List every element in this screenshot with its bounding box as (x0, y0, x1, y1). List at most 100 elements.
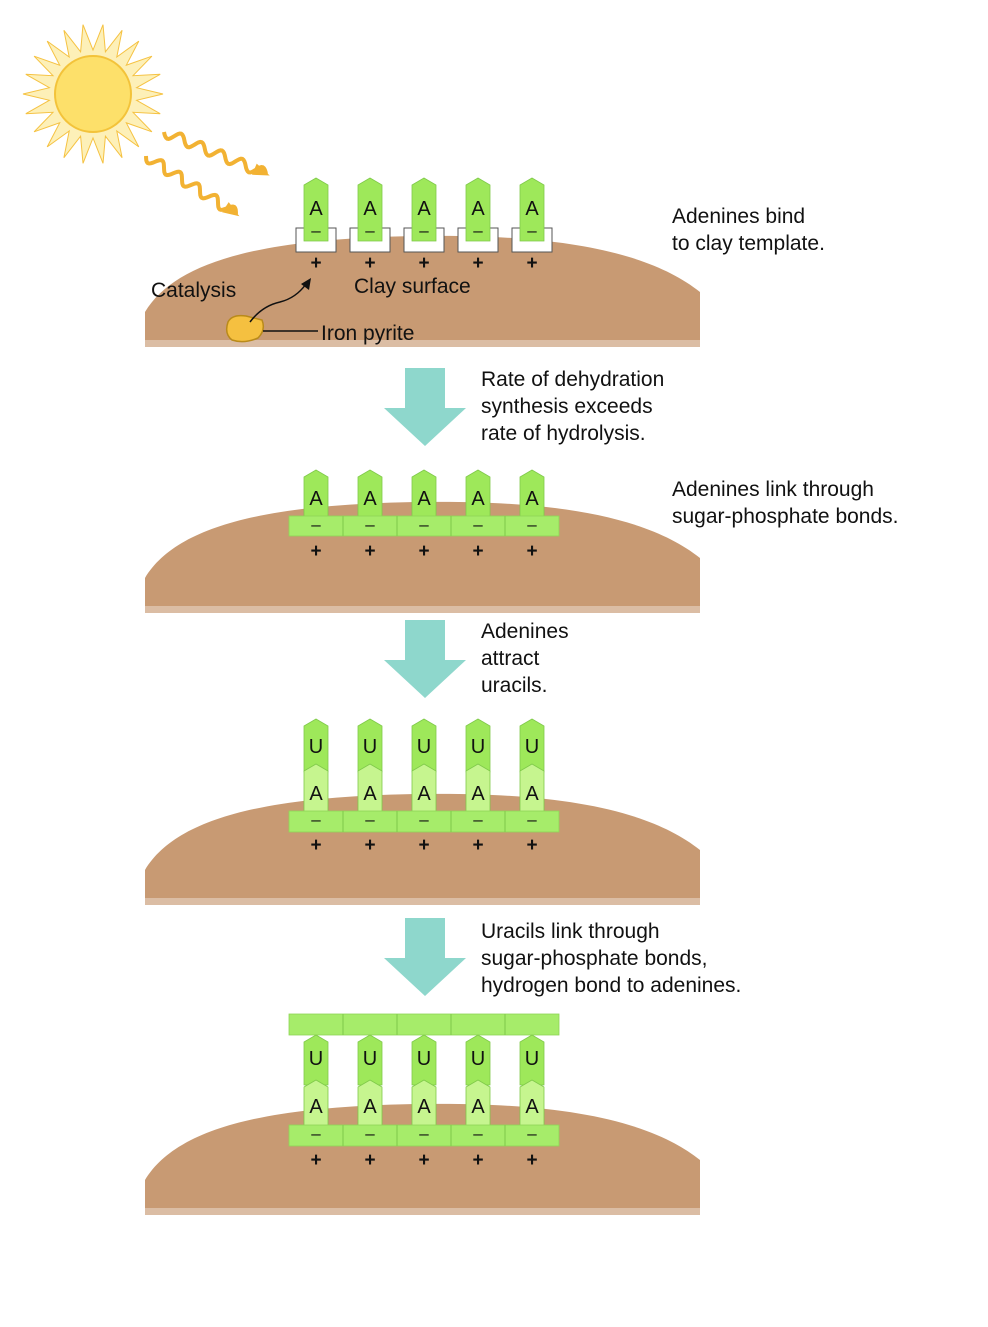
sugar-phosphate-backbone (288, 1124, 560, 1147)
plus-charge: + (418, 253, 429, 274)
adenine-letter: A (309, 1096, 323, 1118)
iron-pyrite-label: Iron pyrite (321, 322, 415, 345)
uracil-letter: U (363, 736, 377, 758)
plus-charge: + (472, 835, 483, 856)
uracil-nucleotide (465, 1034, 491, 1086)
uracil-nucleotide (357, 718, 383, 773)
adenine-letter: A (309, 198, 323, 220)
plus-charge: + (364, 541, 375, 562)
uracil-nucleotide (465, 718, 491, 773)
caption-line: synthesis exceeds (481, 395, 653, 418)
stages-layer: A A A A A–+–+–+–+–+A A A A A–+–+–+–+–+UAUAUAUAUA… (143, 177, 703, 1218)
minus-charge: – (419, 221, 429, 240)
caption-line: Adenines bind (672, 205, 806, 228)
adenine-nucleotide (303, 177, 329, 242)
adenine-letter: A (525, 488, 539, 510)
adenine-nucleotide (519, 177, 545, 242)
caption-line: hydrogen bond to adenines. (481, 974, 742, 997)
uracil-letter: U (363, 1048, 377, 1070)
transition-1-caption: Rate of dehydration synthesis exceeds ra… (481, 366, 664, 447)
sugar-phosphate-backbone (288, 1013, 560, 1036)
minus-charge: – (527, 1124, 537, 1143)
adenine-letter: A (525, 198, 539, 220)
transition-arrow-1 (384, 368, 466, 446)
caption-line: rate of hydrolysis. (481, 422, 646, 445)
uracil-nucleotide (519, 1034, 545, 1086)
adenine-letter: A (417, 198, 431, 220)
iron-pyrite-shape (225, 314, 265, 343)
adenine-letter: A (417, 1096, 431, 1118)
stage-1-caption: Adenines bind to clay template. (672, 203, 825, 257)
minus-charge: – (419, 1124, 429, 1143)
adenine-letter: A (363, 198, 377, 220)
pyrite-group (225, 278, 318, 343)
stage-3: U A U A U A U A U A – + – + – + – + – + (143, 718, 703, 908)
minus-charge: – (527, 515, 537, 534)
minus-charge: – (527, 810, 537, 829)
adenine-nucleotide (465, 763, 491, 816)
adenine-letter: A (363, 1096, 377, 1118)
catalysis-arrow (249, 283, 307, 323)
clay-mound (145, 1103, 700, 1215)
clay-mound (145, 235, 700, 347)
adenine-nucleotide (303, 469, 329, 521)
stage-4: U A U A U A U A U A – + – + – + – + – + (143, 1013, 703, 1218)
uracil-nucleotide (411, 718, 437, 773)
adenine-letter: A (363, 488, 377, 510)
minus-charge: – (473, 810, 483, 829)
adenine-letter: A (525, 1096, 539, 1118)
plus-charge: + (310, 835, 321, 856)
sun-icon (22, 24, 164, 164)
adenine-letter: A (525, 783, 539, 805)
uracil-nucleotide (357, 1034, 383, 1086)
uracil-letter: U (471, 736, 485, 758)
adenine-nucleotide (465, 177, 491, 242)
minus-charge: – (419, 515, 429, 534)
minus-charge: – (365, 221, 375, 240)
minus-charge: – (365, 810, 375, 829)
caption-line: Uracils link through (481, 920, 660, 943)
minus-charge: – (473, 221, 483, 240)
adenine-nucleotide (465, 469, 491, 521)
minus-charge: – (365, 515, 375, 534)
adenine-nucleotide (357, 177, 383, 242)
adenine-letter: A (309, 488, 323, 510)
transition-3-caption: Uracils link through sugar-phosphate bon… (481, 918, 741, 999)
stage-2-caption: Adenines link through sugar-phosphate bo… (672, 476, 899, 530)
uracil-letter: U (309, 736, 323, 758)
adenine-nucleotide (357, 1079, 383, 1131)
clay-mound-fade (143, 1208, 703, 1218)
adenine-letter: A (471, 488, 485, 510)
adenine-letter: A (309, 783, 323, 805)
plus-charge: + (472, 1150, 483, 1171)
caption-line: sugar-phosphate bonds. (672, 505, 899, 528)
adenine-nucleotide (411, 469, 437, 521)
plus-charge: + (364, 253, 375, 274)
adenine-letter: A (471, 783, 485, 805)
caption-line: Rate of dehydration (481, 368, 665, 391)
light-waves (144, 131, 270, 217)
uracil-nucleotide (519, 718, 545, 773)
clay-mound (145, 501, 700, 613)
plus-charge: + (526, 1150, 537, 1171)
plus-charge: + (472, 253, 483, 274)
minus-charge: – (311, 515, 321, 534)
plus-charge: + (364, 835, 375, 856)
adenine-nucleotide (303, 763, 329, 816)
clay-mound (145, 793, 700, 905)
stage-2: A A A A A – + – + – + – + – + (143, 469, 703, 616)
catalysis-arrowhead (301, 278, 311, 290)
uracil-letter: U (417, 1048, 431, 1070)
light-wave-2 (144, 155, 238, 215)
adenine-nucleotide (465, 1079, 491, 1131)
sugar-phosphate-backbone (288, 810, 560, 833)
minus-charge: – (311, 221, 321, 240)
clay-mound-fade (143, 340, 703, 350)
adenine-letter: A (363, 783, 377, 805)
uracil-nucleotide (303, 1034, 329, 1086)
uracil-letter: U (471, 1048, 485, 1070)
adenine-nucleotide (303, 1079, 329, 1131)
adenine-letter: A (417, 783, 431, 805)
minus-charge: – (419, 810, 429, 829)
adenine-letter: A (417, 488, 431, 510)
